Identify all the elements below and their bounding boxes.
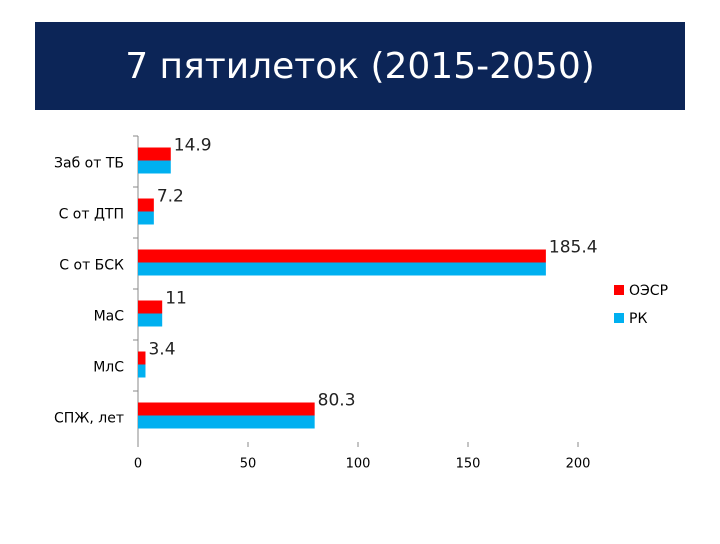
data-label: 185.4 [549, 238, 598, 258]
bar [138, 313, 163, 327]
bar [138, 364, 146, 378]
x-tick-label: 200 [566, 457, 591, 472]
data-label: 3.4 [148, 340, 175, 360]
legend-label: ОЭСР [629, 283, 668, 299]
bar [138, 415, 315, 429]
data-label: 7.2 [157, 187, 184, 207]
y-tick-label: МлС [93, 360, 124, 376]
legend-swatch [614, 313, 624, 323]
bar [138, 300, 163, 314]
title-banner [35, 22, 685, 110]
y-tick-label: МаС [94, 309, 125, 325]
x-tick-label: 150 [456, 457, 481, 472]
data-label: 11 [165, 289, 187, 309]
bar [138, 198, 154, 212]
bar [138, 211, 154, 225]
bar [138, 160, 171, 174]
x-tick-label: 0 [134, 457, 142, 472]
bar [138, 147, 171, 161]
x-tick-label: 50 [240, 457, 257, 472]
bar [138, 249, 546, 263]
y-tick-label: С от ДТП [59, 207, 124, 223]
y-tick-label: С от БСК [59, 258, 124, 274]
y-tick-label: СПЖ, лет [54, 411, 124, 427]
x-tick-label: 100 [346, 457, 371, 472]
bar [138, 351, 146, 365]
chart-title: 7 пятилеток (2015-2050) [125, 46, 595, 87]
legend-swatch [614, 285, 624, 295]
data-label: 80.3 [318, 391, 356, 411]
data-label: 14.9 [174, 136, 212, 156]
bar [138, 402, 315, 416]
legend-label: РК [629, 311, 647, 327]
bar [138, 262, 546, 276]
y-tick-label: Заб от ТБ [54, 156, 124, 172]
